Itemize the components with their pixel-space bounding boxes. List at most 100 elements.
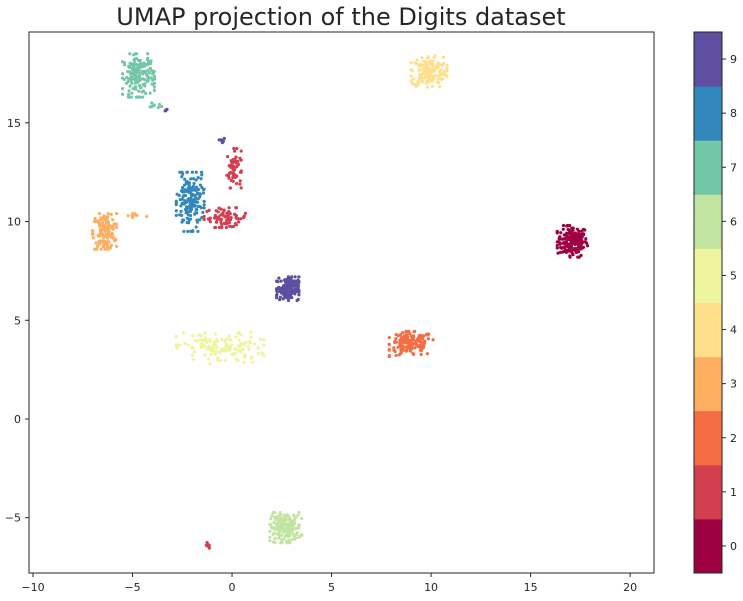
x-tick-label: 20 [623, 581, 637, 594]
scatter-point-digit-1 [226, 215, 230, 220]
scatter-point-digit-5 [236, 331, 241, 336]
scatter-point-digit-0 [576, 242, 580, 246]
scatter-point-digit-8 [188, 209, 193, 213]
scatter-point-digit-5 [181, 331, 186, 335]
scatter-point-digit-8 [192, 181, 196, 186]
scatter-point-digit-8 [174, 203, 178, 207]
scatter-point-digit-8 [191, 192, 195, 197]
scatter-point-digit-4 [431, 62, 435, 66]
scatter-point-digit-3 [126, 214, 130, 218]
scatter-point-digit-4 [428, 69, 432, 73]
scatter-point-digit-8 [187, 187, 191, 191]
scatter-point-digit-7 [145, 80, 149, 84]
scatter-point-digit-4 [430, 85, 434, 89]
scatter-point-digit-5 [191, 334, 195, 338]
scatter-point-digit-3 [97, 221, 101, 225]
scatter-point-digit-4 [442, 69, 446, 74]
scatter-point-digit-8 [202, 206, 206, 210]
scatter-point-digit-4 [415, 58, 419, 62]
scatter-point-digit-4 [427, 66, 431, 70]
scatter-point-digit-3 [130, 214, 134, 218]
scatter-point-digit-9 [286, 281, 290, 285]
scatter-point-digit-5 [215, 358, 220, 362]
scatter-point-digit-7 [129, 76, 133, 80]
scatter-point-digit-4 [431, 59, 435, 63]
scatter-point-digit-9 [289, 292, 293, 296]
scatter-point-digit-0 [557, 236, 561, 240]
scatter-point-digit-1 [233, 173, 237, 177]
scatter-point-digit-5 [213, 343, 218, 347]
scatter-point-digit-7 [129, 78, 133, 82]
scatter-point-digit-2 [406, 345, 411, 350]
scatter-point-digit-5 [213, 352, 217, 356]
x-axis: −10 −5 0 5 10 15 20 [21, 573, 637, 594]
colorbar-segment-9 [694, 32, 722, 87]
scatter-point-digit-7 [156, 105, 160, 110]
scatter-point-digit-8 [181, 202, 185, 206]
scatter-point-digit-4 [424, 64, 428, 68]
scatter-point-digit-2 [392, 348, 396, 352]
scatter-point-digit-7 [128, 95, 132, 99]
scatter-point-digit-0 [581, 227, 586, 232]
scatter-point-digit-2 [401, 331, 405, 335]
scatter-point-digit-1 [238, 179, 242, 183]
scatter-point-digit-4 [445, 63, 449, 67]
scatter-point-digit-0 [584, 237, 588, 241]
scatter-point-digit-8 [201, 210, 205, 215]
scatter-point-digit-8 [174, 209, 178, 213]
scatter-point-digit-8 [178, 198, 182, 202]
scatter-point-digit-4 [420, 56, 424, 60]
scatter-point-digit-8 [190, 170, 194, 174]
scatter-point-digit-9 [220, 141, 224, 145]
scatter-point-digit-8 [195, 211, 199, 215]
scatter-point-digit-4 [436, 77, 440, 81]
colorbar-segment-1 [694, 464, 722, 520]
scatter-point-digit-1 [207, 546, 211, 550]
scatter-point-digit-5 [186, 343, 190, 347]
scatter-point-digit-7 [150, 72, 155, 76]
scatter-point-digit-7 [122, 77, 126, 82]
scatter-point-digit-4 [443, 73, 448, 77]
scatter-point-digit-6 [273, 531, 277, 535]
scatter-point-digit-8 [202, 199, 206, 203]
scatter-point-digit-1 [229, 165, 233, 169]
scatter-point-digit-8 [179, 204, 183, 208]
scatter-point-digit-0 [579, 242, 583, 246]
scatter-point-digit-2 [418, 333, 422, 337]
scatter-point-digit-8 [195, 218, 199, 222]
scatter-point-digit-5 [256, 346, 260, 350]
scatter-point-digit-0 [560, 246, 564, 250]
scatter-point-digit-4 [422, 59, 426, 63]
scatter-point-digit-7 [127, 89, 131, 93]
scatter-point-digit-0 [566, 227, 570, 232]
scatter-point-digit-5 [240, 348, 244, 352]
scatter-point-digit-0 [555, 246, 559, 250]
scatter-point-digit-0 [563, 236, 568, 240]
scatter-point-digit-4 [414, 61, 419, 65]
scatter-point-digit-5 [199, 334, 204, 338]
scatter-point-digit-3 [114, 244, 119, 248]
scatter-point-digit-2 [408, 338, 412, 342]
scatter-point-digit-6 [281, 525, 285, 530]
scatter-point-digit-7 [130, 67, 135, 72]
scatter-point-digit-5 [200, 345, 204, 349]
scatter-point-digit-7 [152, 81, 156, 85]
scatter-point-digit-1 [220, 225, 224, 230]
scatter-point-digit-2 [394, 353, 398, 358]
scatter-point-digit-3 [99, 222, 103, 226]
scatter-point-digit-2 [409, 346, 413, 350]
scatter-point-digit-0 [571, 247, 575, 251]
scatter-point-digit-7 [143, 91, 148, 95]
scatter-point-digit-3 [91, 236, 95, 240]
scatter-point-digit-5 [228, 346, 232, 350]
scatter-point-digit-3 [99, 229, 103, 233]
scatter-point-digit-5 [212, 339, 217, 344]
scatter-point-digit-6 [283, 515, 287, 520]
scatter-point-digit-2 [422, 341, 426, 345]
scatter-point-digit-1 [242, 215, 246, 219]
scatter-point-digit-6 [281, 530, 286, 535]
scatter-point-digit-5 [256, 351, 260, 355]
scatter-point-digit-7 [131, 87, 135, 91]
scatter-point-digit-4 [428, 59, 432, 63]
scatter-point-digit-6 [280, 521, 284, 525]
